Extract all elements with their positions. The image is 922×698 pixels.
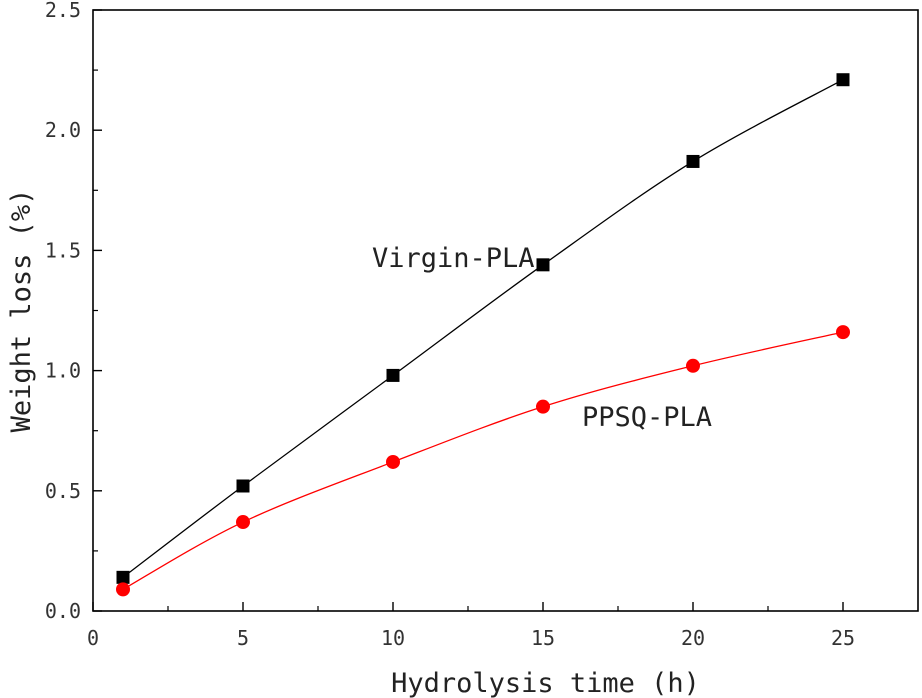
series-line-0 — [122, 79, 844, 578]
y-axis-title: Weight loss (%) — [6, 189, 37, 433]
data-point-circle — [536, 399, 550, 414]
x-tick-label: 25 — [831, 626, 855, 650]
x-tick-label: 0 — [87, 626, 99, 650]
series-lines — [122, 79, 844, 590]
data-point-circle — [386, 454, 400, 469]
data-point-circle — [236, 515, 250, 530]
axes — [92, 9, 919, 612]
y-tick-label: 2.5 — [45, 0, 81, 22]
x-tick-label: 5 — [237, 626, 249, 650]
data-point-square — [836, 73, 850, 87]
series-line-1 — [122, 331, 844, 590]
x-axis-title: Hydrolysis time (h) — [391, 668, 700, 698]
y-tick-label: 1.5 — [45, 238, 81, 262]
x-tick-label: 15 — [531, 626, 555, 650]
y-tick-label: 2.0 — [45, 118, 81, 142]
plot-frame — [92, 9, 919, 612]
y-tick-label: 1.0 — [45, 359, 81, 383]
data-point-circle — [686, 358, 700, 373]
data-point-square — [116, 570, 130, 584]
y-tick-label: 0.0 — [45, 599, 81, 623]
series-markers — [116, 73, 850, 597]
x-tick-label: 10 — [381, 626, 405, 650]
data-point-square — [386, 368, 400, 382]
series-label-1: PPSQ-PLA — [582, 402, 712, 433]
data-point-square — [536, 258, 550, 272]
data-point-circle — [836, 325, 850, 340]
data-point-circle — [116, 582, 130, 597]
series-label-0: Virgin-PLA — [372, 243, 535, 274]
x-tick-label: 20 — [681, 626, 705, 650]
annotations: Virgin-PLA PPSQ-PLA — [372, 243, 712, 433]
ticks: 0 5 10 15 20 25 0.0 0.5 1.0 1.5 2.0 2.5 — [45, 0, 855, 650]
y-tick-label: 0.5 — [45, 479, 81, 503]
data-point-square — [236, 479, 250, 493]
data-point-square — [686, 154, 700, 168]
